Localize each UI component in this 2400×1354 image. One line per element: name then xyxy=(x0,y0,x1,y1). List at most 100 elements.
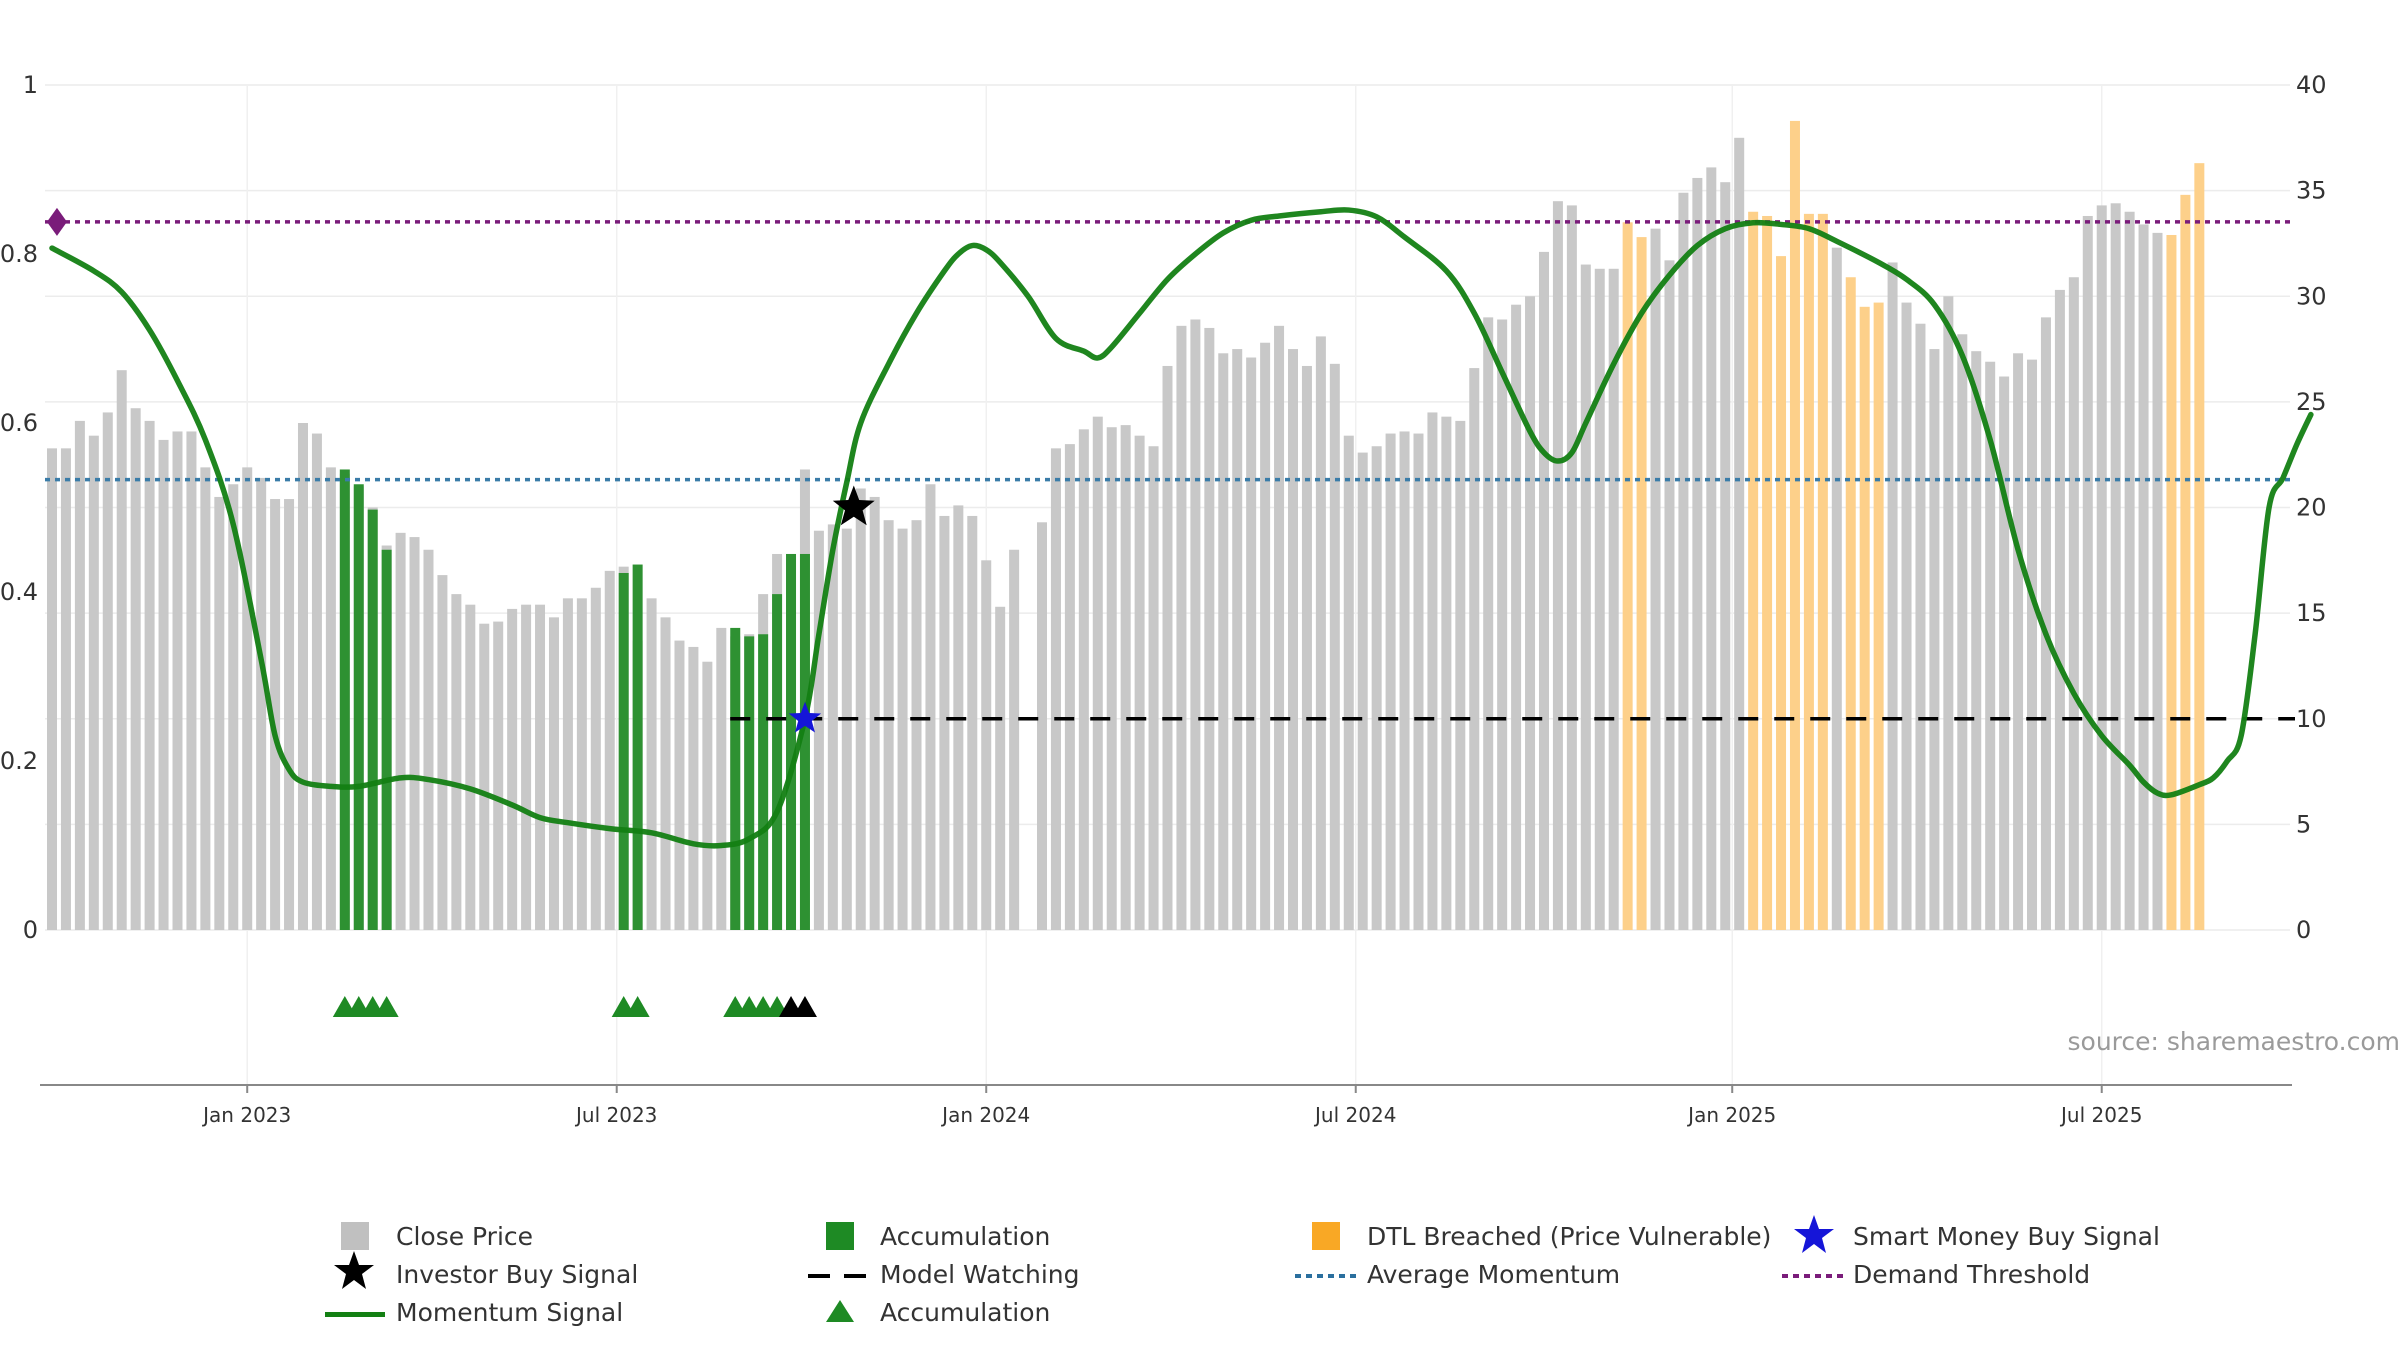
close-price-bar xyxy=(1107,427,1117,930)
close-price-bar xyxy=(1316,336,1326,930)
close-price-bar xyxy=(2139,224,2149,930)
close-price-bar xyxy=(1344,436,1354,930)
close-price-bar xyxy=(1483,317,1493,930)
right-tick-label: 35 xyxy=(2296,177,2327,205)
accumulation-bar xyxy=(772,594,782,930)
close-price-bar xyxy=(1455,421,1465,930)
accumulation-bar xyxy=(758,634,768,930)
close-price-bar xyxy=(214,497,224,930)
close-price-bar xyxy=(563,598,573,930)
close-price-bar xyxy=(479,624,489,930)
close-price-bar xyxy=(1274,326,1284,930)
close-price-bar xyxy=(437,575,447,930)
close-price-bar xyxy=(1051,448,1061,930)
close-price-bar xyxy=(549,617,559,930)
close-price-bar xyxy=(172,431,182,930)
dtl-breached-bar xyxy=(1804,214,1814,930)
close-price-bar xyxy=(47,448,57,930)
close-price-bar xyxy=(535,605,545,930)
close-price-bar xyxy=(856,488,866,930)
close-price-bar xyxy=(2013,353,2023,930)
dtl-breached-bar xyxy=(2180,195,2190,930)
close-price-bar xyxy=(1330,364,1340,930)
right-tick-label: 40 xyxy=(2296,71,2327,99)
close-price-bar xyxy=(981,560,991,930)
accumulation-bar xyxy=(633,565,643,930)
close-price-bar xyxy=(159,440,169,930)
x-tick-label: Jan 2023 xyxy=(201,1103,291,1127)
close-price-bar xyxy=(884,520,894,930)
close-price-bar xyxy=(1567,205,1577,930)
right-tick-label: 30 xyxy=(2296,282,2327,310)
close-price-bar xyxy=(200,467,210,930)
x-tick-label: Jul 2023 xyxy=(574,1103,657,1127)
close-price-bar xyxy=(1595,269,1605,930)
close-price-bar xyxy=(451,594,461,930)
close-price-bar xyxy=(1163,366,1173,930)
close-price-bar xyxy=(1664,260,1674,930)
close-price-bar xyxy=(89,436,99,930)
x-tick-label: Jan 2025 xyxy=(1686,1103,1776,1127)
close-price-bar xyxy=(1079,429,1089,930)
left-tick-label: 1 xyxy=(23,71,38,99)
close-price-bar xyxy=(1218,353,1228,930)
close-price-bar xyxy=(814,531,824,930)
close-price-bar xyxy=(591,588,601,930)
close-price-bar xyxy=(423,550,433,930)
left-tick-label: 0.4 xyxy=(0,578,38,606)
close-price-bar xyxy=(2111,203,2121,930)
close-price-bar xyxy=(2069,277,2079,930)
dtl-breached-bar xyxy=(1790,121,1800,930)
right-tick-label: 5 xyxy=(2296,810,2311,838)
close-price-bar xyxy=(898,529,908,930)
dtl-breached-bar xyxy=(2166,235,2176,930)
close-price-bar xyxy=(256,478,266,930)
x-tick-label: Jul 2025 xyxy=(2059,1103,2142,1127)
dtl-breached-bar xyxy=(1762,216,1772,930)
close-price-bar xyxy=(507,609,517,930)
dtl-breached-bar xyxy=(1748,212,1758,930)
dtl-breached-bar xyxy=(1818,214,1828,930)
close-price-bar xyxy=(1441,417,1451,930)
close-price-bar xyxy=(1149,446,1159,930)
close-price-bar xyxy=(1581,265,1591,930)
price-bars xyxy=(47,121,2204,930)
close-price-bar xyxy=(1121,425,1131,930)
close-price-bar xyxy=(465,605,475,930)
source-label: source: sharemaestro.com xyxy=(2068,1027,2400,1056)
close-price-bar xyxy=(1832,248,1842,930)
close-price-bar xyxy=(61,448,71,930)
left-tick-label: 0 xyxy=(23,916,38,944)
close-price-bar xyxy=(1232,349,1242,930)
close-price-bar xyxy=(1302,366,1312,930)
close-price-bar xyxy=(1971,351,1981,930)
close-price-bar xyxy=(605,571,615,930)
dtl-breached-bar xyxy=(1776,256,1786,930)
accumulation-bar xyxy=(340,469,350,930)
close-price-bar xyxy=(1176,326,1186,930)
close-price-bar xyxy=(1400,431,1410,930)
close-price-bar xyxy=(939,516,949,930)
right-tick-label: 0 xyxy=(2296,916,2311,944)
close-price-bar xyxy=(1065,444,1075,930)
accumulation-bar xyxy=(382,550,392,930)
close-price-bar xyxy=(1009,550,1019,930)
close-price-bar xyxy=(1427,412,1437,930)
close-price-bar xyxy=(1915,324,1925,930)
close-price-bar xyxy=(2097,205,2107,930)
close-price-bar xyxy=(925,484,935,930)
close-price-bar xyxy=(688,647,698,930)
close-price-bar xyxy=(1469,368,1479,930)
close-price-bar xyxy=(186,431,196,930)
close-price-bar xyxy=(842,529,852,930)
dtl-breached-bar xyxy=(1846,277,1856,930)
close-price-bar xyxy=(312,434,322,930)
dtl-breached-bar xyxy=(1637,237,1647,930)
close-price-bar xyxy=(1553,201,1563,930)
close-price-bar xyxy=(870,497,880,930)
close-price-bar xyxy=(1957,334,1967,930)
close-price-bar xyxy=(661,617,671,930)
close-price-bar xyxy=(242,467,252,930)
